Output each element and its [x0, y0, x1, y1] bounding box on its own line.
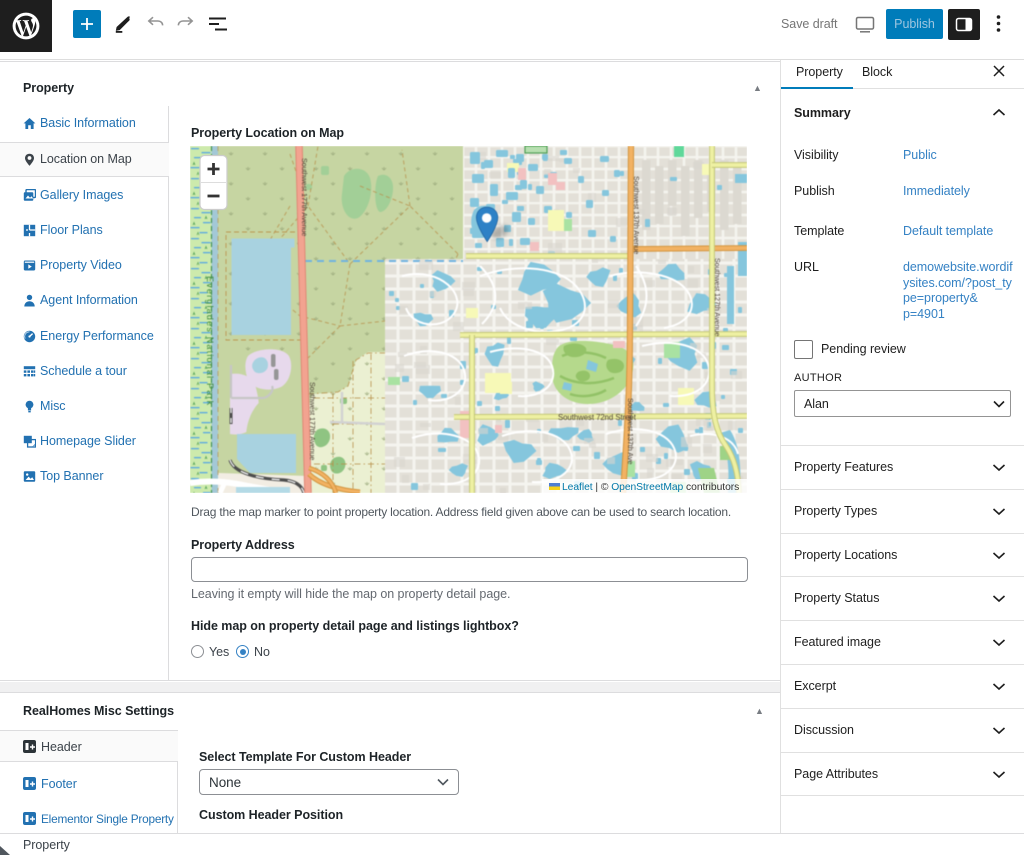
svg-text:Southwest 137th Ave: Southwest 137th Ave: [626, 398, 635, 465]
svg-text:Leaflet | © OpenStreetMap cont: Leaflet | © OpenStreetMap contributors: [562, 482, 739, 493]
svg-text:Southwest 177th Avenue: Southwest 177th Avenue: [300, 158, 309, 236]
svg-text:Southwest 177th Avenue: Southwest 177th Avenue: [308, 382, 317, 460]
svg-text:Everglades National Park: Everglades National Park: [205, 276, 215, 406]
svg-text:Southwest 127th Avenue: Southwest 127th Avenue: [713, 258, 722, 336]
svg-text:Southwest 72nd Street: Southwest 72nd Street: [558, 413, 637, 422]
svg-text:Southwest 137th Avenue: Southwest 137th Avenue: [632, 176, 641, 254]
